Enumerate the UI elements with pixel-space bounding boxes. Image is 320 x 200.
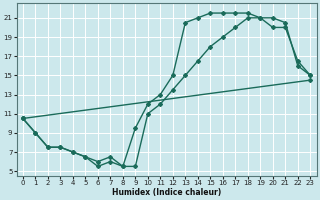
X-axis label: Humidex (Indice chaleur): Humidex (Indice chaleur): [112, 188, 221, 197]
